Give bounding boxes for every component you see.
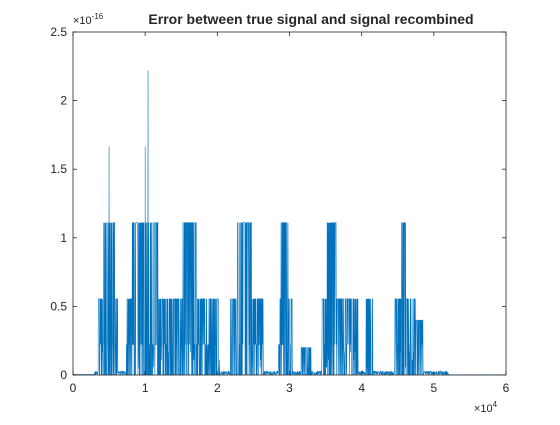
- x-tick-label: 3: [286, 381, 293, 395]
- x-tick-label: 2: [214, 381, 221, 395]
- x-tick-label: 5: [430, 381, 437, 395]
- y-tick-label: 0.5: [50, 299, 67, 313]
- x-axis-exponent-power: 4: [493, 400, 498, 409]
- x-tick-label: 0: [70, 381, 77, 395]
- y-tick-label: 2.5: [50, 25, 67, 39]
- y-tick-label: 1: [60, 231, 67, 245]
- y-axis-exponent-base: ×10: [73, 15, 92, 27]
- chart-title: Error between true signal and signal rec…: [148, 11, 473, 27]
- x-tick-label: 4: [358, 381, 365, 395]
- y-tick-label: 1.5: [50, 162, 67, 176]
- x-tick-label: 1: [142, 381, 149, 395]
- y-axis-exponent: ×10-16: [73, 12, 104, 27]
- y-axis-exponent-power: -16: [92, 12, 104, 21]
- tick-layer: 0 1 2 3 4 5 6 0 0.5 1 1.5 2 2.5: [50, 25, 509, 395]
- x-tick-label: 6: [503, 381, 510, 395]
- x-axis-exponent: ×104: [474, 400, 498, 415]
- y-tick-label: 2: [60, 94, 67, 108]
- x-axis-exponent-base: ×10: [474, 403, 493, 415]
- y-tick-label: 0: [60, 368, 67, 382]
